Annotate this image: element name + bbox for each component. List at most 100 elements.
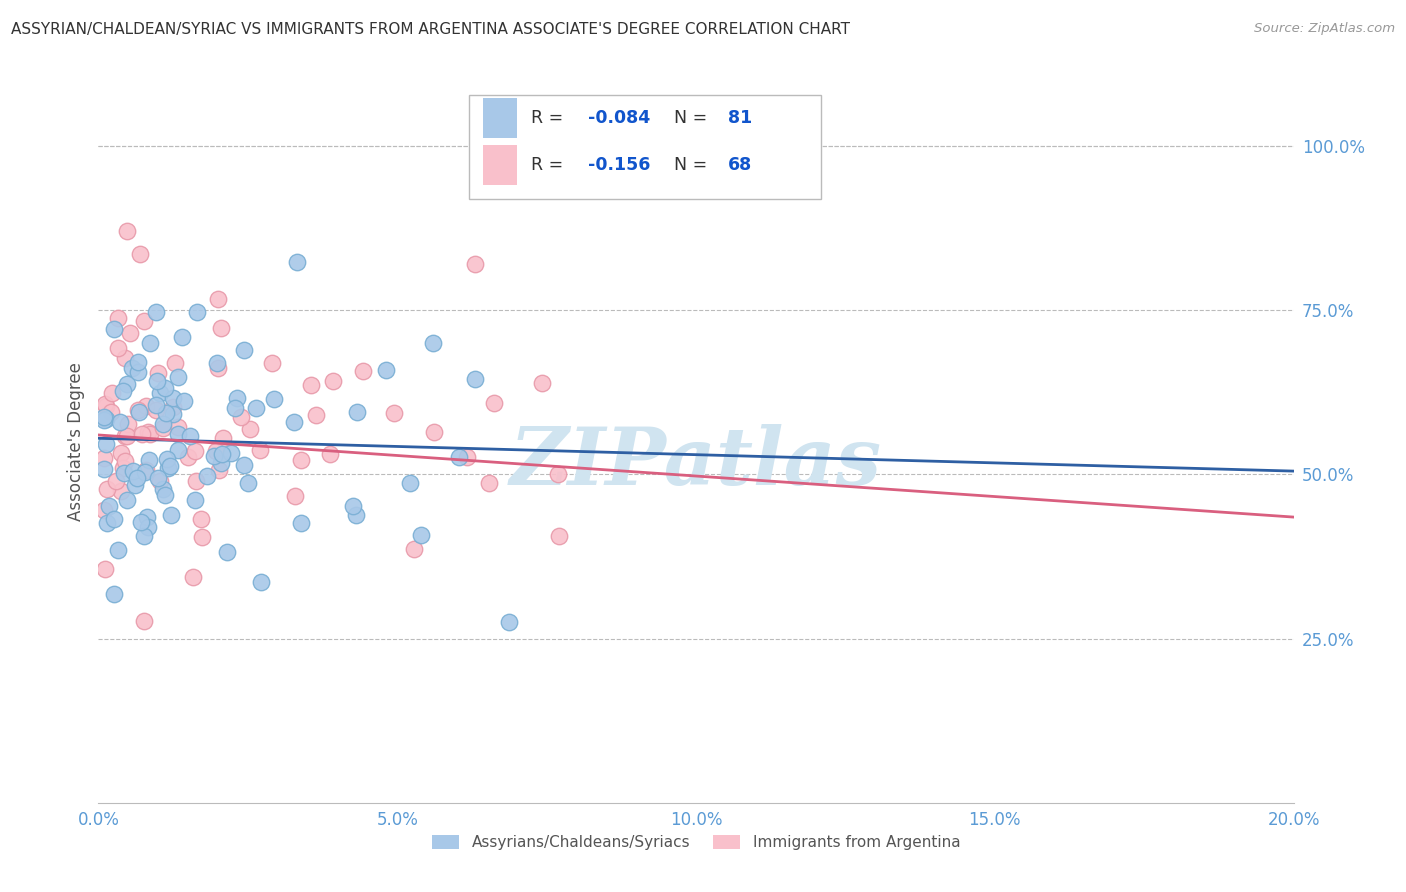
Point [260,356,283,370]
Text: -0.084: -0.084 [589,109,651,128]
Point [263,392,285,406]
Point [352,364,374,378]
Point [115,429,138,443]
Point [190,511,212,525]
Point [107,542,129,557]
Point [177,450,200,465]
Point [167,426,190,441]
Point [118,326,141,340]
Point [134,465,156,479]
Point [103,322,125,336]
Point [155,488,177,502]
Point [530,376,553,390]
Point [107,341,129,355]
Point [162,400,184,414]
Point [211,447,233,461]
Point [122,464,145,478]
Point [464,257,486,271]
Point [478,475,501,490]
Text: ZIPatlas: ZIPatlas [510,425,882,502]
Point [249,443,271,458]
Point [464,372,486,386]
Point [107,310,129,325]
Point [145,305,167,319]
Y-axis label: Associate's Degree: Associate's Degree [66,362,84,521]
Point [136,510,159,524]
Point [138,453,160,467]
Text: Source: ZipAtlas.com: Source: ZipAtlas.com [1254,22,1395,36]
Point [145,403,167,417]
Point [93,413,115,427]
Point [104,475,127,489]
Point [114,454,136,468]
Text: N =: N = [675,109,713,128]
Point [132,529,155,543]
Point [148,470,170,484]
Point [153,381,176,395]
Point [209,457,232,471]
Point [208,462,231,476]
Point [207,360,229,375]
Point [129,515,152,529]
Point [93,397,115,411]
Point [209,321,232,335]
Point [399,476,422,491]
Point [231,410,253,425]
FancyBboxPatch shape [470,95,821,200]
Point [236,476,259,491]
Point [108,415,131,429]
Point [202,449,225,463]
Point [93,503,115,517]
Point [114,351,136,366]
Point [103,512,125,526]
Point [121,361,143,376]
Point [136,425,159,439]
Bar [484,98,517,138]
Point [167,370,190,384]
Point [319,447,342,461]
Point [344,508,367,522]
Point [157,461,180,475]
Point [132,313,155,327]
Point [110,446,132,460]
Point [152,482,174,496]
Point [456,450,478,465]
Point [482,395,505,409]
Point [290,516,312,530]
Point [342,500,364,514]
Text: 81: 81 [728,109,752,128]
Point [447,450,470,465]
Point [149,386,172,401]
Point [184,492,207,507]
Point [186,474,208,488]
Point [96,482,118,496]
Point [136,520,159,534]
Point [422,336,444,351]
Point [285,255,308,269]
Point [170,330,193,344]
Legend: Assyrians/Chaldeans/Syriacs, Immigrants from Argentina: Assyrians/Chaldeans/Syriacs, Immigrants … [426,830,966,856]
Point [160,508,183,522]
Point [179,428,201,442]
Point [93,462,115,476]
Point [112,384,135,398]
Point [135,463,157,477]
Point [149,475,172,489]
Point [245,401,267,415]
Point [101,386,124,401]
Point [221,446,243,460]
Bar [484,145,517,185]
Point [304,409,326,423]
Point [167,420,190,434]
Point [346,405,368,419]
Point [96,399,118,413]
Point [215,545,238,559]
Point [129,246,152,260]
Point [233,458,256,473]
Point [135,399,157,413]
Point [131,427,153,442]
Point [152,421,174,435]
Point [127,365,149,379]
Point [103,586,125,600]
Text: R =: R = [531,156,569,174]
